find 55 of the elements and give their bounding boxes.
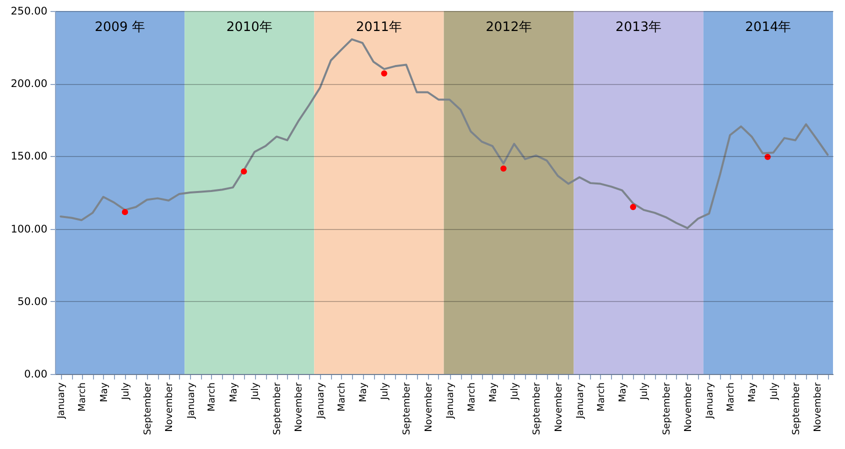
y-tick-label: 250.00 — [10, 6, 48, 18]
x-tick-label: May — [98, 382, 110, 402]
x-tick-label: March — [466, 382, 478, 412]
point — [122, 209, 128, 216]
x-tick-label: September — [272, 382, 284, 436]
x-tick-label: September — [142, 382, 154, 436]
band-label: 2009 年 — [94, 20, 145, 35]
x-tick-label: January — [445, 382, 456, 420]
x-tick-label: July — [250, 382, 262, 401]
line-series — [60, 38, 829, 230]
x-tick-label: September — [532, 382, 543, 436]
x-tick-label: September — [661, 382, 672, 436]
y-tick-label: 50.00 — [17, 296, 48, 308]
x-tick-label: January — [315, 382, 326, 420]
band-label: 2013年 — [616, 20, 662, 35]
band-label: 2011年 — [356, 20, 402, 35]
x-tick-label: November — [423, 382, 434, 432]
x-tick-label: November — [812, 382, 824, 432]
x-tick-label: January — [574, 382, 586, 420]
x-tick-label: July — [120, 382, 132, 401]
x-tick-label: March — [336, 382, 348, 412]
point — [381, 70, 388, 77]
x-tick-label: November — [553, 382, 564, 432]
x-tick-label: May — [358, 382, 370, 402]
point — [764, 154, 771, 160]
x-tick-label: November — [294, 382, 305, 432]
x-tick-label: January — [56, 382, 68, 420]
x-tick-label: March — [726, 382, 737, 412]
band-label: 2014年 — [745, 20, 792, 35]
y-tick-label: 200.00 — [10, 78, 48, 90]
point — [500, 165, 507, 172]
band-label: 2010年 — [226, 20, 272, 35]
x-tick-label: September — [402, 382, 413, 436]
x-tick-label: November — [682, 382, 694, 432]
x-tick-label: May — [618, 382, 629, 402]
x-tick-label: July — [639, 382, 650, 401]
x-tick-label: May — [488, 382, 499, 402]
x-tick-label: July — [768, 382, 780, 401]
x-tick-label: March — [206, 382, 218, 412]
x-tick-label: July — [380, 382, 391, 401]
x-tick-label: November — [164, 382, 176, 432]
y-tick-label: 150.00 — [10, 150, 48, 163]
point — [240, 168, 247, 175]
x-tick-label: January — [186, 382, 197, 420]
y-tick-label: 0.00 — [24, 368, 48, 380]
x-tick-label: January — [704, 382, 716, 420]
x-tick-label: July — [510, 382, 521, 401]
x-tick-label: May — [747, 382, 758, 402]
y-tick-label: 100.00 — [10, 223, 48, 236]
x-tick-label: March — [596, 382, 607, 412]
band-label: 2012年 — [486, 20, 532, 35]
point — [630, 204, 636, 210]
x-tick-label: March — [77, 382, 88, 412]
x-tick-label: May — [228, 382, 240, 402]
x-tick-label: September — [790, 382, 802, 436]
